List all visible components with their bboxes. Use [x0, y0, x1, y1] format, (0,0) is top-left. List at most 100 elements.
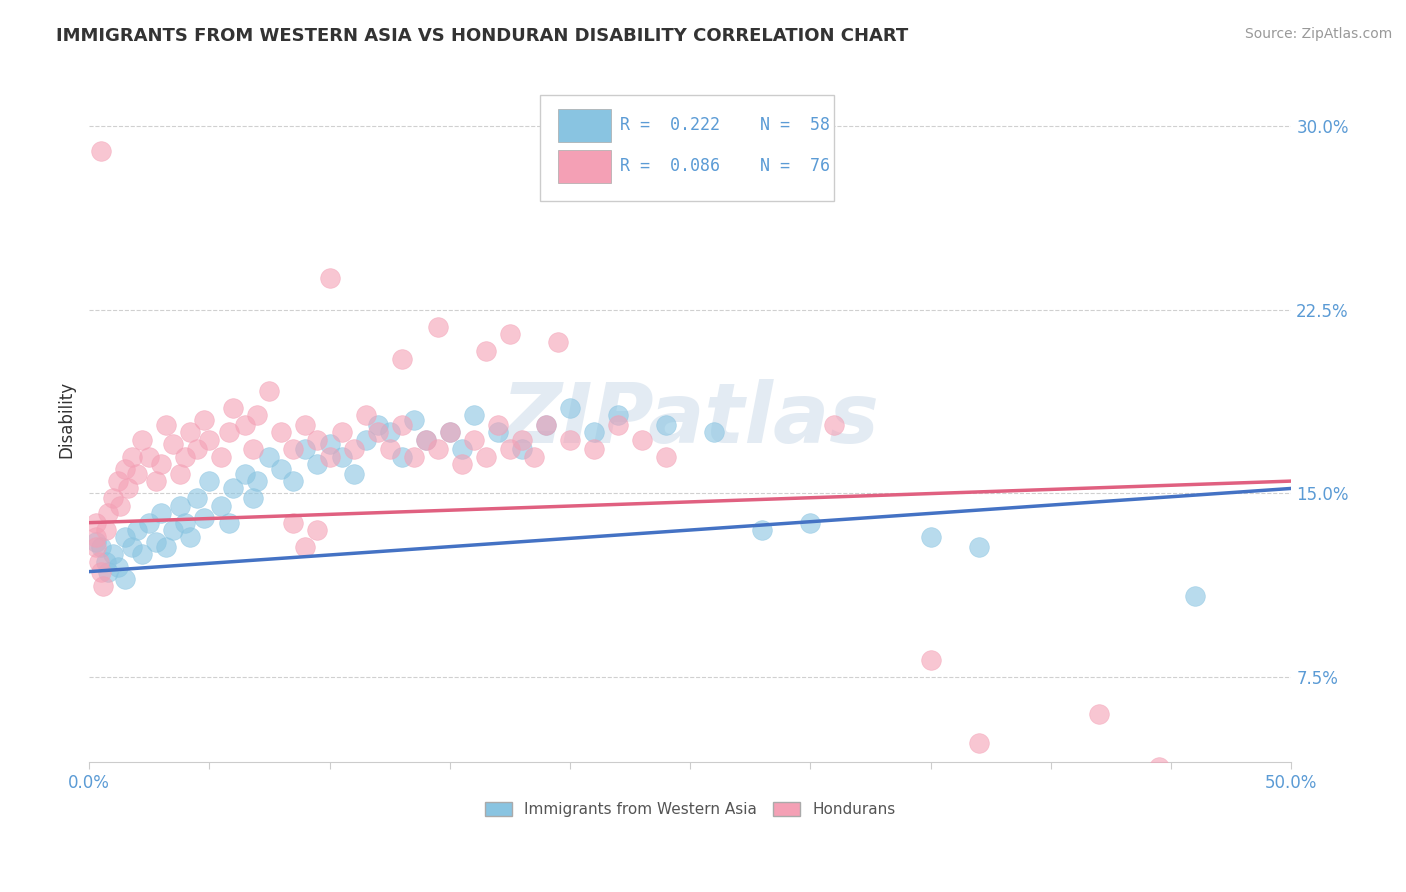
Point [162, 437, 184, 451]
Point [1147, 760, 1170, 774]
Point [824, 417, 846, 432]
Point [426, 442, 449, 457]
Text: R =  0.222    N =  58: R = 0.222 N = 58 [620, 116, 831, 135]
Point [174, 516, 197, 530]
Point [246, 474, 269, 488]
FancyBboxPatch shape [540, 95, 835, 201]
Point [235, 417, 257, 432]
Point [920, 653, 942, 667]
Point [510, 442, 533, 457]
Point [439, 425, 461, 439]
Point [121, 450, 143, 464]
Point [107, 559, 129, 574]
Point [631, 433, 654, 447]
Point [218, 425, 240, 439]
Point [179, 425, 201, 439]
Point [307, 523, 329, 537]
Point [145, 474, 167, 488]
Point [283, 442, 305, 457]
Point [84, 516, 107, 530]
Point [294, 417, 316, 432]
Point [607, 408, 630, 422]
Point [209, 499, 232, 513]
Point [655, 450, 678, 464]
Point [179, 530, 201, 544]
Point [354, 433, 377, 447]
Point [402, 450, 425, 464]
Point [242, 442, 264, 457]
Text: Source: ZipAtlas.com: Source: ZipAtlas.com [1244, 27, 1392, 41]
Point [186, 491, 208, 506]
Point [107, 474, 129, 488]
Point [307, 433, 329, 447]
Point [222, 482, 245, 496]
Point [97, 565, 120, 579]
Point [145, 535, 167, 549]
Point [90, 540, 112, 554]
Point [90, 144, 112, 158]
Point [342, 442, 364, 457]
Point [655, 417, 678, 432]
Point [582, 425, 605, 439]
Point [1088, 706, 1111, 721]
Point [186, 442, 208, 457]
Point [378, 442, 401, 457]
Point [198, 474, 221, 488]
Point [318, 437, 340, 451]
Point [318, 271, 340, 285]
Point [270, 425, 292, 439]
Point [169, 467, 191, 481]
Point [283, 474, 305, 488]
Point [193, 510, 215, 524]
Legend: Immigrants from Western Asia, Hondurans: Immigrants from Western Asia, Hondurans [478, 796, 901, 823]
Y-axis label: Disability: Disability [58, 382, 75, 458]
FancyBboxPatch shape [558, 150, 610, 183]
Point [101, 548, 124, 562]
Point [499, 327, 522, 342]
Point [330, 450, 353, 464]
Point [90, 565, 112, 579]
Point [169, 499, 191, 513]
Point [283, 516, 305, 530]
Point [582, 442, 605, 457]
Point [174, 450, 197, 464]
Point [391, 450, 413, 464]
Point [450, 442, 472, 457]
Point [131, 548, 153, 562]
Point [415, 433, 437, 447]
Point [114, 462, 136, 476]
Point [703, 425, 725, 439]
Point [235, 467, 257, 481]
Point [110, 499, 132, 513]
Point [415, 433, 437, 447]
Point [486, 425, 509, 439]
Point [367, 417, 389, 432]
Point [97, 506, 120, 520]
Point [463, 408, 485, 422]
Point [114, 572, 136, 586]
Point [558, 433, 581, 447]
Text: R =  0.086    N =  76: R = 0.086 N = 76 [620, 158, 831, 176]
Point [150, 457, 173, 471]
Point [150, 506, 173, 520]
Point [510, 433, 533, 447]
Point [463, 433, 485, 447]
Point [87, 555, 110, 569]
Point [138, 450, 160, 464]
Point [534, 417, 557, 432]
Point [751, 523, 773, 537]
Point [342, 467, 364, 481]
Text: ZIPatlas: ZIPatlas [502, 379, 879, 460]
Point [209, 450, 232, 464]
Point [378, 425, 401, 439]
Point [218, 516, 240, 530]
Point [391, 351, 413, 366]
Point [270, 462, 292, 476]
Point [114, 530, 136, 544]
Point [294, 540, 316, 554]
Point [127, 523, 149, 537]
Point [558, 401, 581, 415]
Point [1184, 589, 1206, 603]
Point [475, 450, 498, 464]
Point [354, 408, 377, 422]
